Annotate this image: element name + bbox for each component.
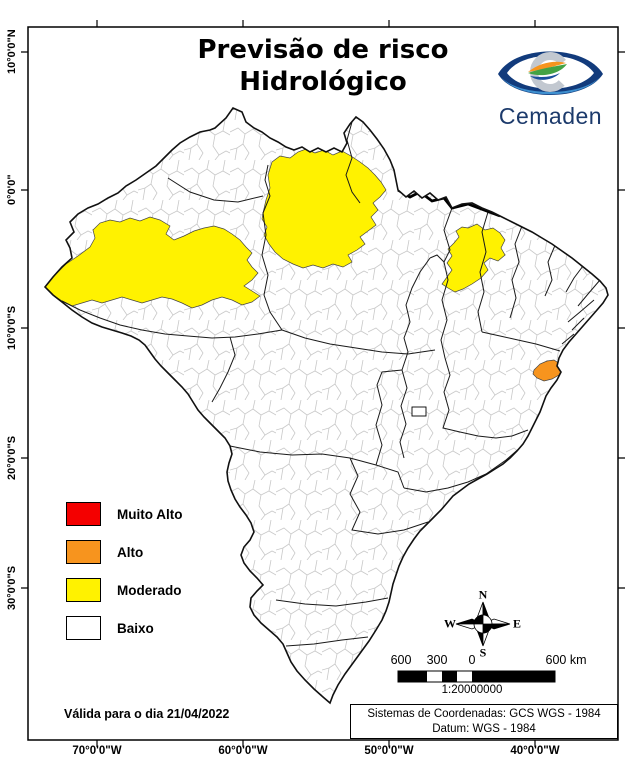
lon-label-60w: 60°0'0"W: [218, 745, 268, 757]
legend-item-moderado: Moderado: [66, 576, 182, 604]
legend-swatch-baixo: [66, 616, 101, 640]
coordinate-system-box: Sistemas de Coordenadas: GCS WGS - 1984 …: [350, 704, 618, 739]
lon-label-70w: 70°0'0"W: [72, 745, 122, 757]
compass-west-label: W: [444, 616, 456, 631]
lat-label-20s: 20°0'0"S: [6, 435, 18, 481]
page-title: Previsão de risco Hidrológico: [123, 34, 523, 98]
compass-north-label: N: [478, 587, 488, 602]
risk-area-moderado-amazonas: [45, 216, 261, 309]
compass-rose-icon: [455, 601, 511, 647]
legend-label-muito-alto: Muito Alto: [117, 506, 183, 522]
legend-swatch-moderado: [66, 578, 101, 602]
legend-label-baixo: Baixo: [117, 620, 154, 636]
lat-label-30s: 30°0'0"S: [6, 565, 18, 611]
graticule-ticks: [21, 20, 625, 747]
scale-label-600-left: 600: [390, 653, 412, 667]
scale-label-300: 300: [426, 653, 448, 667]
title-line-1: Previsão de risco: [197, 35, 449, 65]
risk-area-moderado-para: [261, 148, 387, 269]
distrito-federal-box: [411, 406, 427, 417]
risk-area-moderado-nordeste: [441, 223, 506, 293]
legend-item-alto: Alto: [66, 538, 182, 566]
legend-item-baixo: Baixo: [66, 614, 182, 642]
scale-ratio: 1:20000000: [441, 684, 503, 696]
compass-south-label: S: [479, 645, 487, 660]
risk-regions-moderado: [45, 148, 506, 309]
crs-line-1: Sistemas de Coordenadas: GCS WGS - 1984: [367, 707, 601, 720]
legend-swatch-muito-alto: [66, 502, 101, 526]
lat-label-10n: 10°0'0"N: [6, 29, 18, 75]
cemaden-logo-icon: [498, 51, 603, 95]
cemaden-wordmark: Cemaden: [498, 103, 603, 129]
scale-bar: [397, 670, 556, 683]
scale-label-600-km: 600 km: [545, 653, 587, 667]
legend-item-muito-alto: Muito Alto: [66, 500, 182, 528]
title-line-2: Hidrológico: [239, 67, 407, 97]
map-frame: [27, 26, 619, 741]
legend-label-moderado: Moderado: [117, 582, 182, 598]
state-boundaries: [61, 121, 601, 647]
lat-label-10s: 10°0'0"S: [6, 305, 18, 351]
lon-label-40w: 40°0'0"W: [510, 745, 560, 757]
brazil-outline: [43, 107, 609, 705]
scale-label-0: 0: [468, 653, 476, 667]
validity-date: Válida para o dia 21/04/2022: [64, 707, 230, 721]
compass-east-label: E: [512, 616, 522, 631]
crs-line-2: Datum: WGS - 1984: [432, 722, 536, 735]
lat-label-0: 0°0'0": [6, 174, 18, 206]
risk-legend: Muito Alto Alto Moderado Baixo: [66, 500, 182, 652]
legend-label-alto: Alto: [117, 544, 144, 560]
legend-swatch-alto: [66, 540, 101, 564]
lon-label-50w: 50°0'0"W: [364, 745, 414, 757]
